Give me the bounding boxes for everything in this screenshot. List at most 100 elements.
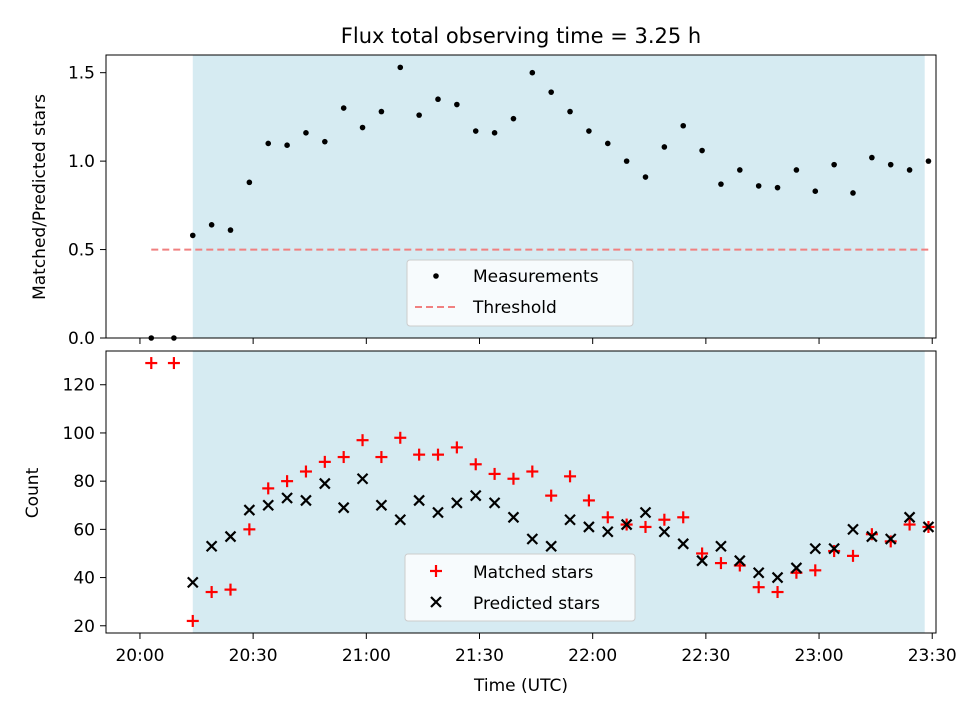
measurement-point	[303, 130, 309, 136]
measurement-point	[491, 130, 498, 136]
predicted-star-point	[545, 540, 557, 553]
predicted-star-point	[922, 521, 935, 533]
matched-star-point	[771, 586, 784, 599]
measurement-point	[774, 184, 781, 191]
top-panel: 0.0 0.5 1.0 1.5 Flux total observing time =…	[30, 24, 937, 349]
measurement-point	[623, 158, 630, 164]
matched-star-point	[432, 448, 444, 461]
predicted-star-b	[847, 523, 859, 536]
top-x-ticks	[139, 338, 933, 344]
bottom-x-ticks: 20:00 20:30 21:00 21:30 22:00 22:30 23:00 23:30	[115, 633, 957, 666]
measurement-point	[661, 144, 668, 150]
measurement-point	[189, 232, 196, 239]
x-tick-label: 22:00	[568, 646, 617, 666]
bottom-panel: 20 40 60 80 100 120 20:00 20:30 21:00 21:30 22:00…	[23, 350, 957, 696]
matched-star-point	[847, 549, 859, 562]
predicted-star-point	[601, 525, 614, 538]
predicted-star-point	[488, 497, 501, 509]
measurement-point	[359, 124, 366, 131]
legend-predicted-marker	[430, 596, 442, 608]
predicted-star-b	[469, 489, 482, 502]
bottom-legend: Matched stars Predicted stars	[404, 553, 636, 622]
measurement-point	[887, 161, 894, 168]
measurement-point	[642, 174, 649, 180]
predicted-star-point	[432, 506, 444, 519]
measurement-point	[529, 69, 536, 76]
y-tick-label: 20	[73, 617, 95, 637]
predicted-star-point	[281, 492, 293, 504]
matched-star-point	[545, 489, 558, 502]
matched-star-point	[186, 614, 199, 627]
matched-star-point	[262, 482, 275, 495]
predicted-star-b	[903, 511, 916, 524]
matched-star-point	[145, 357, 158, 370]
predicted-star-point	[469, 489, 482, 502]
predicted-star-point	[828, 542, 840, 555]
predicted-star-point	[658, 525, 671, 538]
matched-stars-points	[145, 357, 935, 627]
measurement-point	[586, 128, 592, 134]
bottom-legend-box	[404, 553, 636, 622]
measurement-point	[737, 167, 743, 173]
predicted-star-point	[356, 472, 369, 485]
predicted-star-b	[205, 540, 218, 553]
matched-star-point	[488, 467, 501, 480]
matched-star-point	[167, 357, 180, 370]
top-y-axis-label: Matched/Predicted stars	[30, 94, 50, 300]
predicted-star-b	[866, 530, 878, 543]
predicted-star-point	[205, 540, 218, 553]
predicted-star-b	[432, 506, 444, 519]
predicted-star-point	[790, 562, 803, 574]
matched-star-point	[677, 511, 690, 524]
predicted-star-b	[262, 499, 275, 512]
legend-predicted-label: Predicted stars	[473, 594, 600, 614]
measurement-points	[148, 64, 932, 341]
predicted-star-point	[752, 566, 765, 579]
predicted-stars-points	[186, 472, 935, 589]
top-legend-box	[406, 259, 634, 327]
measurement-point	[680, 122, 687, 129]
matched-star-point	[450, 441, 463, 454]
x-tick-label: 20:30	[229, 646, 278, 666]
predicted-star-b	[828, 542, 840, 555]
predicted-star-b	[356, 472, 369, 485]
predicted-star-point	[300, 494, 312, 507]
predicted-star-point	[394, 513, 407, 526]
matched-star-point	[526, 465, 539, 478]
predicted-star-b	[620, 518, 633, 531]
matched-star-point	[903, 518, 916, 531]
y-tick-label: 1.0	[68, 152, 95, 172]
measurement-point	[548, 89, 554, 95]
matched-star-point	[469, 458, 482, 471]
matched-star-point	[337, 451, 350, 464]
matched-star-point	[205, 586, 218, 599]
predicted-star-b	[488, 497, 501, 509]
matched-star-point	[564, 470, 577, 483]
predicted-star-point	[715, 540, 727, 553]
predicted-star-b	[601, 525, 614, 538]
legend-matched-label: Matched stars	[473, 563, 593, 583]
y-tick-label: 0.0	[68, 329, 95, 349]
predicted-star-point	[771, 571, 784, 584]
legend-measurements-label: Measurements	[473, 267, 599, 287]
measurement-point	[416, 112, 422, 118]
matched-star-point	[318, 455, 331, 468]
measurement-point	[284, 142, 290, 149]
predicted-star-b	[281, 492, 293, 504]
predicted-star-b	[677, 538, 690, 550]
predicted-star-b	[790, 562, 803, 574]
matched-star-point	[752, 581, 765, 594]
x-tick-label: 22:30	[681, 646, 730, 666]
predicted-star-point	[884, 533, 897, 545]
y-tick-label: 40	[73, 569, 95, 589]
predicted-star-b	[507, 511, 520, 524]
top-axes-frame	[105, 54, 937, 339]
predicted-star-b	[243, 504, 256, 516]
predicted-star-b	[337, 501, 350, 514]
measurement-point	[831, 161, 837, 168]
predicted-star-b	[300, 494, 312, 507]
predicted-star-b	[809, 542, 822, 555]
predicted-star-b	[413, 494, 425, 507]
measurement-point	[246, 179, 253, 186]
